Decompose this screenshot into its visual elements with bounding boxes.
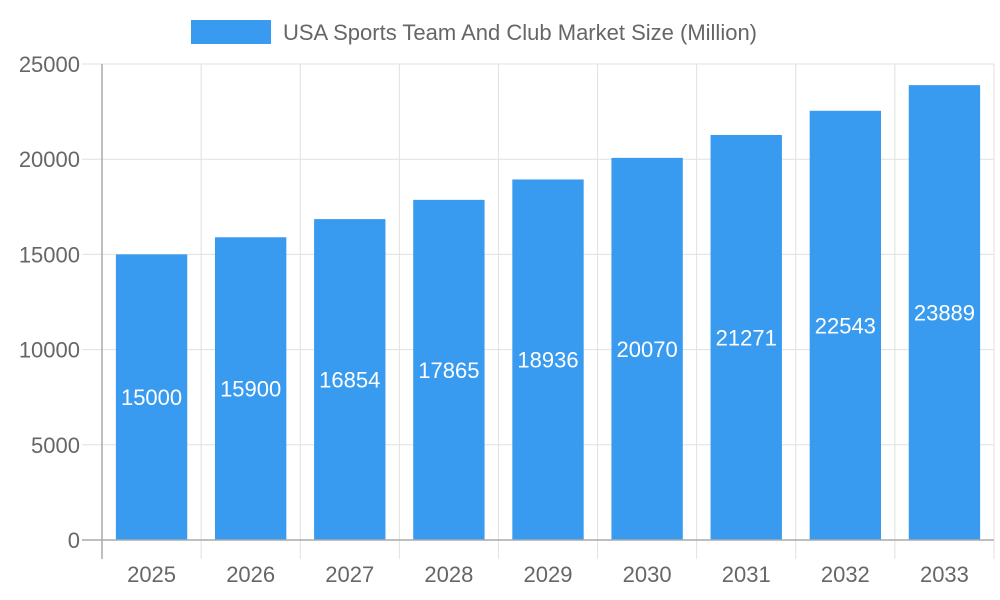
x-tick-label: 2026 bbox=[226, 562, 275, 587]
legend-label: USA Sports Team And Club Market Size (Mi… bbox=[283, 20, 757, 45]
y-tick-label: 25000 bbox=[19, 52, 80, 77]
x-tick-label: 2030 bbox=[623, 562, 672, 587]
data-label-2033: 23889 bbox=[914, 301, 975, 326]
data-labels: 15000 15900 16854 17865 18936 20070 21271 22543… bbox=[121, 301, 975, 411]
bar-2026 bbox=[214, 237, 287, 540]
bar-2033 bbox=[908, 85, 981, 540]
data-label-2028: 17865 bbox=[418, 358, 479, 383]
data-label-2027: 16854 bbox=[319, 368, 380, 393]
data-label-2029: 18936 bbox=[517, 348, 578, 373]
bar-2025 bbox=[115, 254, 188, 540]
data-label-2030: 20070 bbox=[617, 337, 678, 362]
y-tick-label: 0 bbox=[68, 528, 80, 553]
x-tick-label: 2029 bbox=[524, 562, 573, 587]
x-tick-label: 2032 bbox=[821, 562, 870, 587]
x-tick-label: 2027 bbox=[325, 562, 374, 587]
y-tick-label: 15000 bbox=[19, 242, 80, 267]
bar-2027 bbox=[314, 219, 386, 540]
bar-2031 bbox=[710, 135, 782, 540]
bar-2030 bbox=[611, 157, 683, 541]
legend-swatch bbox=[191, 20, 271, 44]
bars bbox=[115, 85, 981, 541]
axes: 0 5000 10000 15000 20000 25000 2025 2026 2027 202… bbox=[19, 52, 994, 587]
bar-2032 bbox=[809, 110, 882, 540]
data-label-2031: 21271 bbox=[716, 326, 777, 351]
x-tick-label: 2028 bbox=[424, 562, 473, 587]
x-tick-label: 2033 bbox=[920, 562, 969, 587]
x-tick-label: 2031 bbox=[722, 562, 771, 587]
data-label-2026: 15900 bbox=[220, 377, 281, 402]
x-tick-label: 2025 bbox=[127, 562, 176, 587]
bar-2028 bbox=[413, 199, 485, 540]
y-tick-label: 5000 bbox=[31, 433, 80, 458]
data-label-2032: 22543 bbox=[815, 313, 876, 338]
bar-2029 bbox=[512, 179, 584, 540]
legend[interactable]: USA Sports Team And Club Market Size (Mi… bbox=[191, 20, 757, 45]
data-label-2025: 15000 bbox=[121, 385, 182, 410]
y-tick-label: 10000 bbox=[19, 338, 80, 363]
y-tick-label: 20000 bbox=[19, 147, 80, 172]
